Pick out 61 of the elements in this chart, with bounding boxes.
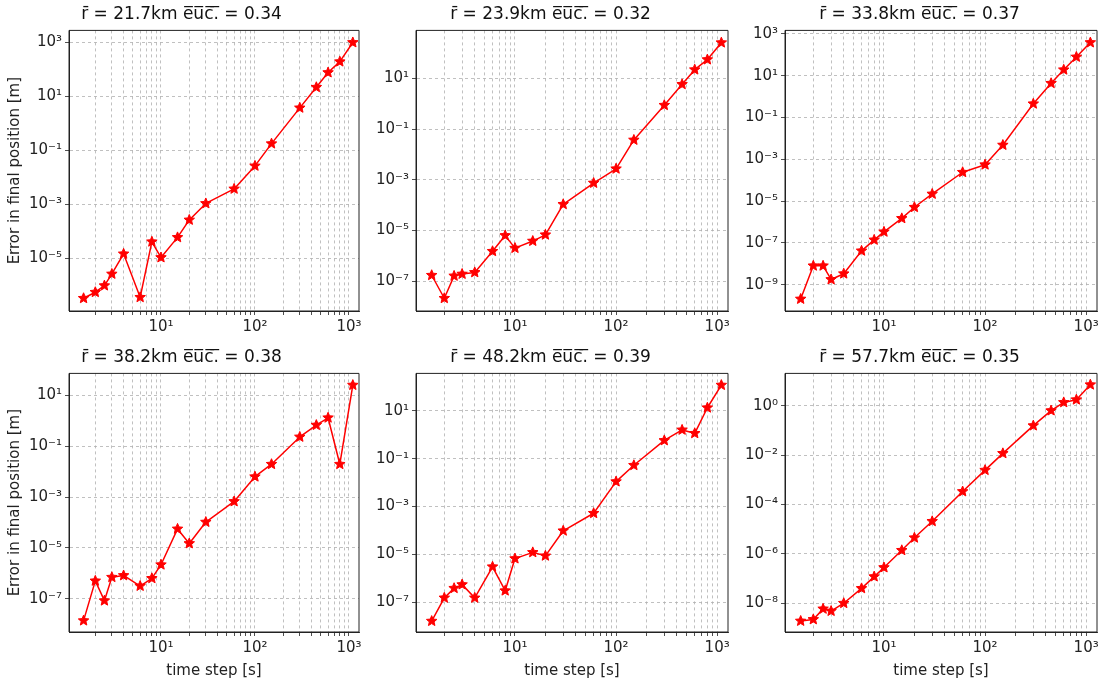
y-tick-label: 10⁻¹ — [375, 448, 410, 467]
y-tick-label: 10⁻⁵ — [28, 537, 63, 556]
x-tick-label: 10³ — [1073, 637, 1099, 656]
y-tick-label: 10⁻³ — [375, 496, 410, 515]
y-tick-label: 10⁻⁷ — [28, 588, 63, 607]
x-tick-label: 10¹ — [148, 316, 174, 335]
x-tick-label: 10¹ — [502, 637, 528, 656]
y-tick-label: 10⁻⁵ — [744, 191, 779, 210]
y-tick-label: 10⁻⁷ — [375, 591, 410, 610]
y-axis-title: Error in final position [m] — [4, 77, 23, 265]
y-tick-label: 10⁻¹ — [28, 436, 63, 455]
y-tick-label: 10⁻³ — [375, 169, 410, 188]
y-tick-label: 10¹ — [752, 65, 779, 84]
y-tick-label: 10⁻⁷ — [744, 232, 779, 251]
y-tick-label: 10⁻³ — [28, 486, 63, 505]
x-tick-label: 10² — [972, 637, 998, 656]
y-tick-label: 10⁻³ — [744, 149, 779, 168]
y-tick-label: 10⁰ — [752, 395, 779, 414]
chart-title: r̄ = 33.8km e̅u̅c̅.̅ = 0.37 — [819, 2, 1020, 23]
x-tick-label: 10³ — [336, 637, 362, 656]
y-tick-label: 10⁻¹ — [28, 140, 63, 159]
y-tick-label: 10⁻⁵ — [375, 544, 410, 563]
x-tick-label: 10² — [972, 316, 998, 335]
y-tick-label: 10⁻³ — [28, 194, 63, 213]
y-tick-label: 10⁻⁹ — [744, 274, 779, 293]
x-tick-label: 10³ — [704, 637, 730, 656]
y-tick-label: 10¹ — [383, 68, 410, 87]
y-tick-label: 10¹ — [383, 400, 410, 419]
x-tick-label: 10¹ — [871, 316, 897, 335]
x-axis-title: time step [s] — [166, 660, 262, 679]
chart-title: r̄ = 23.9km e̅u̅c̅.̅ = 0.32 — [450, 2, 651, 23]
x-tick-label: 10³ — [1073, 316, 1099, 335]
chart-title: r̄ = 48.2km e̅u̅c̅.̅ = 0.39 — [450, 345, 651, 366]
chart-title: r̄ = 57.7km e̅u̅c̅.̅ = 0.35 — [819, 345, 1020, 366]
y-tick-label: 10⁻⁴ — [744, 494, 779, 513]
y-tick-label: 10³ — [36, 32, 63, 51]
x-tick-label: 10¹ — [871, 637, 897, 656]
x-tick-label: 10³ — [336, 316, 362, 335]
y-tick-label: 10⁻⁷ — [375, 270, 410, 289]
chart-title: r̄ = 21.7km e̅u̅c̅.̅ = 0.34 — [81, 2, 282, 23]
y-tick-label: 10¹ — [36, 86, 63, 105]
x-tick-label: 10² — [603, 316, 629, 335]
y-tick-label: 10⁻⁸ — [744, 593, 779, 612]
y-tick-label: 10¹ — [36, 385, 63, 404]
x-tick-label: 10¹ — [502, 316, 528, 335]
x-tick-label: 10¹ — [148, 637, 174, 656]
y-axis-title: Error in final position [m] — [4, 409, 23, 597]
y-tick-label: 10⁻¹ — [744, 107, 779, 126]
y-tick-label: 10⁻⁶ — [744, 543, 779, 562]
x-tick-label: 10³ — [704, 316, 730, 335]
chart-title: r̄ = 38.2km e̅u̅c̅.̅ = 0.38 — [81, 345, 282, 366]
x-axis-title: time step [s] — [524, 660, 620, 679]
y-tick-label: 10⁻⁵ — [375, 220, 410, 239]
x-axis-title: time step [s] — [893, 660, 989, 679]
y-tick-label: 10⁻² — [744, 445, 779, 464]
x-tick-label: 10² — [242, 637, 268, 656]
x-tick-label: 10² — [603, 637, 629, 656]
x-tick-label: 10² — [242, 316, 268, 335]
y-tick-label: 10³ — [752, 23, 779, 42]
y-tick-label: 10⁻⁵ — [28, 248, 63, 267]
y-tick-label: 10⁻¹ — [375, 118, 410, 137]
